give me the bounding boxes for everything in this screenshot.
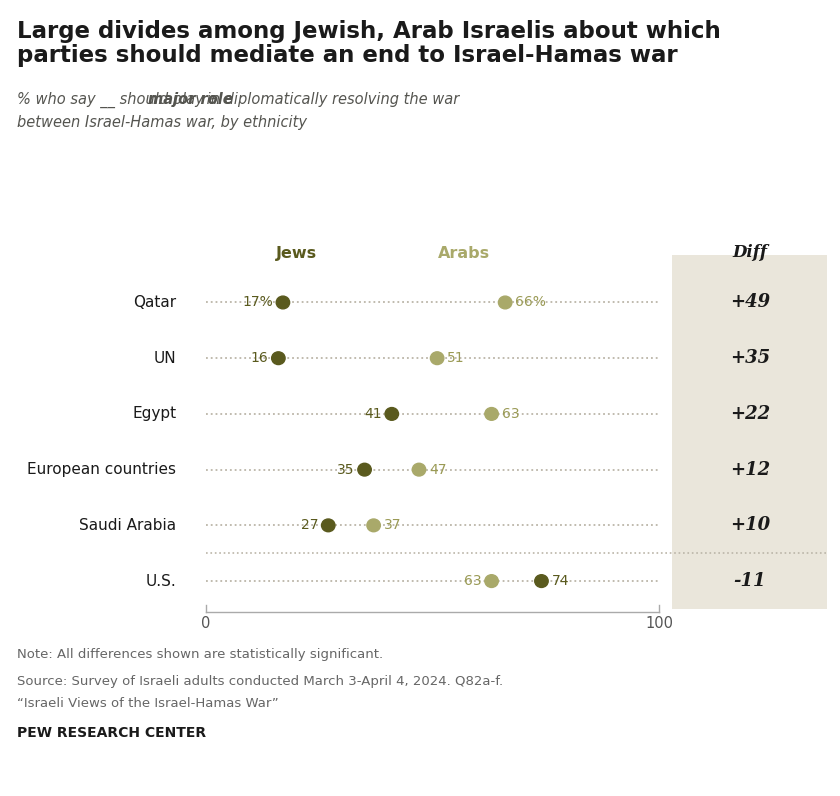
Text: 41: 41: [364, 407, 381, 421]
Text: Large divides among Jewish, Arab Israelis about which: Large divides among Jewish, Arab Israeli…: [17, 20, 721, 43]
Text: U.S.: U.S.: [145, 574, 176, 588]
Text: in diplomatically resolving the war: in diplomatically resolving the war: [202, 92, 459, 107]
Text: 74: 74: [552, 574, 569, 588]
Text: +12: +12: [730, 461, 769, 478]
Text: Diff: Diff: [732, 244, 767, 261]
Text: 27: 27: [301, 518, 318, 533]
Text: +22: +22: [730, 405, 769, 423]
Text: 51: 51: [447, 351, 465, 365]
Text: +35: +35: [730, 349, 769, 367]
Text: parties should mediate an end to Israel-Hamas war: parties should mediate an end to Israel-…: [17, 44, 677, 67]
Text: -11: -11: [733, 572, 766, 590]
Text: 63: 63: [501, 407, 519, 421]
Text: 16: 16: [250, 351, 268, 365]
Text: PEW RESEARCH CENTER: PEW RESEARCH CENTER: [17, 726, 206, 739]
Text: UN: UN: [154, 351, 176, 365]
Text: Jews: Jews: [276, 246, 317, 261]
Text: 0: 0: [201, 616, 211, 630]
Text: +49: +49: [730, 294, 769, 311]
Text: +10: +10: [730, 517, 769, 534]
Text: Arabs: Arabs: [438, 246, 491, 261]
Text: Qatar: Qatar: [134, 295, 176, 310]
Text: Egypt: Egypt: [132, 407, 176, 421]
Text: 63: 63: [464, 574, 481, 588]
Text: Source: Survey of Israeli adults conducted March 3-April 4, 2024. Q82a-f.: Source: Survey of Israeli adults conduct…: [17, 675, 503, 689]
Text: 37: 37: [384, 518, 402, 533]
Text: Saudi Arabia: Saudi Arabia: [79, 518, 176, 533]
Text: 17%: 17%: [242, 295, 273, 310]
Text: 35: 35: [337, 462, 354, 477]
Text: “Israeli Views of the Israel-Hamas War”: “Israeli Views of the Israel-Hamas War”: [17, 697, 279, 710]
Text: % who say __ should play a: % who say __ should play a: [17, 92, 222, 107]
Text: 47: 47: [429, 462, 447, 477]
Text: Note: All differences shown are statistically significant.: Note: All differences shown are statisti…: [17, 648, 383, 661]
Text: 100: 100: [645, 616, 674, 630]
Text: European countries: European countries: [28, 462, 176, 477]
Text: 66%: 66%: [515, 295, 546, 310]
Text: major role: major role: [149, 92, 233, 107]
Text: between Israel-Hamas war, by ethnicity: between Israel-Hamas war, by ethnicity: [17, 115, 307, 131]
